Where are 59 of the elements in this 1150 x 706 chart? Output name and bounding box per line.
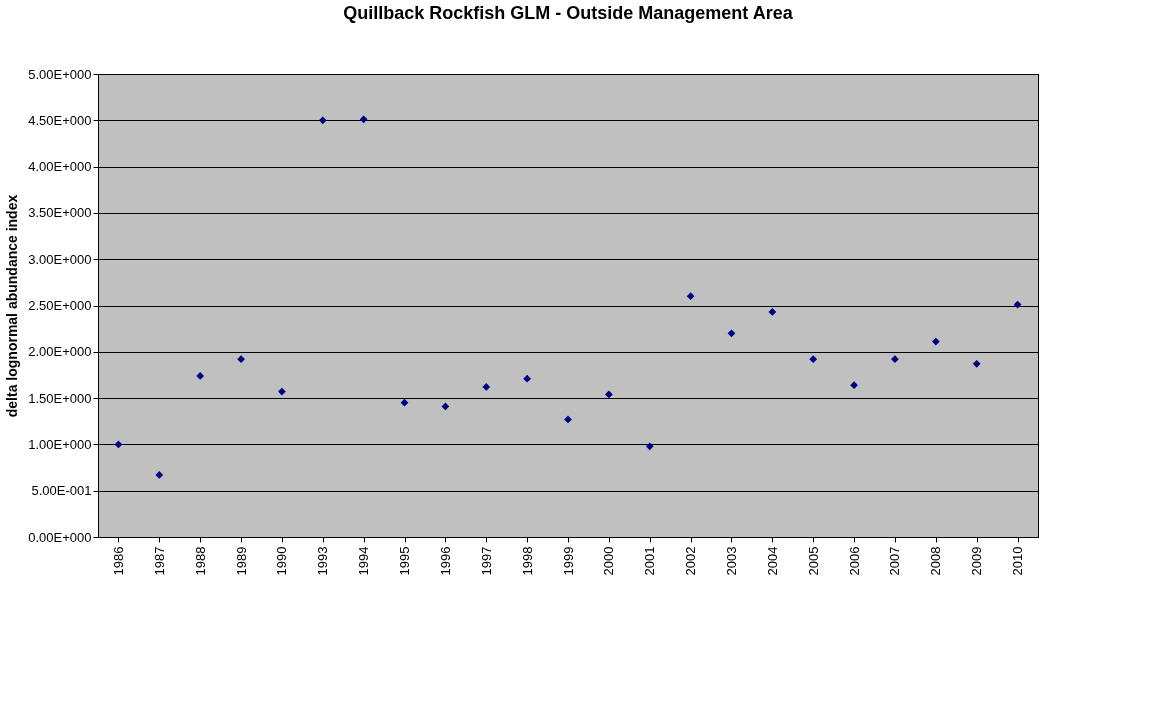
point: [114, 440, 123, 449]
point: [441, 402, 450, 411]
x-tick-label: 2007: [887, 546, 903, 576]
y-tick-label: 1.00E+000: [28, 436, 92, 452]
point: [318, 116, 327, 125]
point: [278, 387, 286, 396]
y-axis-title: delta lognormal abundance index: [4, 194, 21, 418]
x-tick-label: 1989: [233, 546, 249, 576]
point: [237, 355, 245, 364]
point: [196, 372, 205, 380]
point: [645, 442, 654, 451]
y-tick-label: 4.00E+000: [28, 159, 92, 175]
x-tick-label: 1988: [192, 546, 208, 576]
x-tick-label: 2005: [805, 546, 821, 576]
x-tick-label: 2006: [846, 546, 862, 576]
x-tick-label: 1999: [560, 546, 576, 576]
y-tick-label: 3.50E+000: [28, 205, 92, 221]
point: [686, 292, 695, 301]
y-tick-label: 2.00E+000: [28, 344, 92, 360]
y-tick-label: 1.50E+000: [28, 390, 92, 406]
point: [605, 390, 613, 399]
x-tick-label: 2010: [1010, 546, 1026, 576]
point: [359, 115, 368, 124]
point: [400, 398, 409, 407]
chart-title: Quillback Rockfish GLM - Outside Management Area: [343, 3, 794, 23]
x-tick-label: 1990: [274, 546, 290, 576]
y-tick-label: 2.50E+000: [28, 298, 92, 313]
point: [891, 355, 899, 364]
x-tick-label: 1998: [519, 546, 535, 576]
x-tick-label: 2009: [969, 546, 985, 576]
point: [931, 337, 940, 346]
x-tick-label: 2003: [723, 546, 739, 576]
x-tick-label: 1997: [478, 546, 494, 576]
x-tick-label: 1996: [437, 546, 453, 576]
x-tick-label: 1994: [356, 546, 372, 576]
x-tick-label: 2001: [642, 546, 658, 576]
x-tick-label: 1986: [110, 546, 126, 576]
point: [809, 355, 818, 364]
x-tick-label: 2002: [683, 546, 699, 576]
y-tick-label: 0.00E+000: [28, 529, 92, 545]
y-tick-label: 5.00E+000: [28, 66, 92, 82]
x-tick-label: 1993: [315, 546, 331, 576]
x-tick-label: 2004: [764, 546, 780, 576]
y-tick-label: 3.00E+000: [28, 251, 92, 267]
x-tick-label: 1995: [397, 546, 413, 576]
x-tick-label: 2008: [928, 546, 944, 576]
x-tick-label: 1987: [151, 546, 167, 576]
point: [1013, 300, 1022, 309]
point: [564, 415, 572, 424]
y-tick-label: 4.50E+000: [28, 112, 92, 128]
point: [972, 359, 981, 368]
point: [155, 471, 164, 479]
point: [482, 383, 491, 391]
point: [523, 374, 531, 383]
point: [768, 308, 777, 316]
x-tick-label: 2000: [601, 546, 617, 576]
point: [850, 381, 858, 390]
y-tick-label: 5.00E-001: [31, 483, 92, 499]
point: [727, 329, 736, 338]
